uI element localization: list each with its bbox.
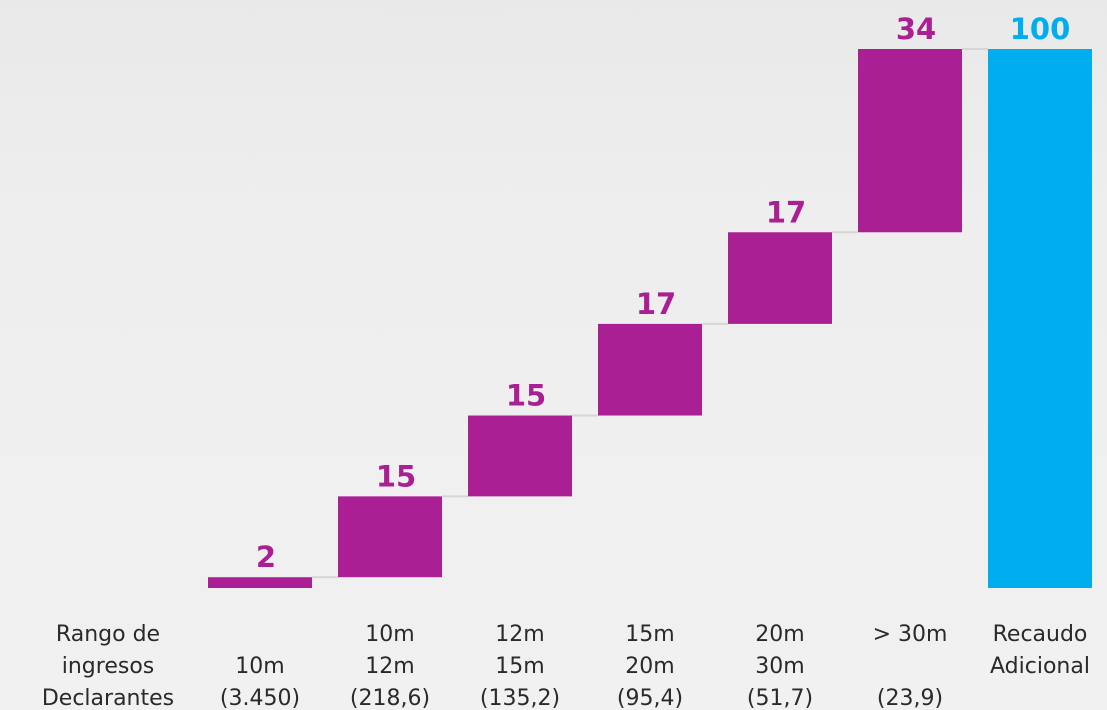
range-label-4-line1: 15m — [625, 622, 674, 647]
bar-5 — [728, 232, 832, 324]
declarantes-label-5: (51,7) — [747, 686, 813, 710]
range-label-2-line2: 12m — [365, 654, 414, 679]
range-label-2-line1: 10m — [365, 622, 414, 647]
range-label-4-line2: 20m — [625, 654, 674, 679]
bar-1 — [208, 577, 312, 588]
value-label-4: 17 — [636, 287, 676, 321]
connector-lines — [312, 48, 988, 579]
range-label-5-line2: 30m — [755, 654, 804, 679]
row-label-declarantes: Declarantes — [42, 686, 174, 710]
range-label-5-line1: 20m — [755, 622, 804, 647]
range-label-7-line2: Adicional — [990, 654, 1090, 679]
row-label-rango: Rango de — [56, 622, 160, 647]
value-label-5: 17 — [766, 195, 806, 229]
declarantes-label-4: (95,4) — [617, 686, 683, 710]
value-label-3: 15 — [506, 379, 546, 413]
range-label-3-line2: 15m — [495, 654, 544, 679]
range-label-1-line2: 10m — [235, 654, 284, 679]
row-labels: Rango de ingresos Declarantes — [42, 622, 174, 710]
range-label-6-line1: > 30m — [873, 622, 948, 647]
range-label-7-line1: Recaudo — [993, 622, 1088, 647]
declarantes-label-1: (3.450) — [220, 686, 300, 710]
value-label-1: 2 — [256, 540, 276, 574]
value-labels: 2 15 15 17 17 34 100 — [256, 12, 1070, 574]
declarantes-label-3: (135,2) — [480, 686, 560, 710]
row-label-ingresos: ingresos — [62, 654, 155, 679]
bar-6 — [858, 49, 962, 233]
bar-2 — [338, 496, 442, 578]
value-label-7: 100 — [1010, 12, 1071, 46]
bar-3 — [468, 415, 572, 497]
bar-7 — [988, 49, 1092, 588]
range-label-3-line1: 12m — [495, 622, 544, 647]
bars — [208, 49, 1092, 588]
declarantes-label-2: (218,6) — [350, 686, 430, 710]
category-labels: 10m (3.450) 10m 12m (218,6) 12m 15m (135,2) 15m 2… — [220, 622, 1090, 710]
value-label-2: 15 — [376, 459, 416, 493]
value-label-6: 34 — [896, 12, 936, 46]
declarantes-label-6: (23,9) — [877, 686, 943, 710]
bar-4 — [598, 323, 702, 416]
